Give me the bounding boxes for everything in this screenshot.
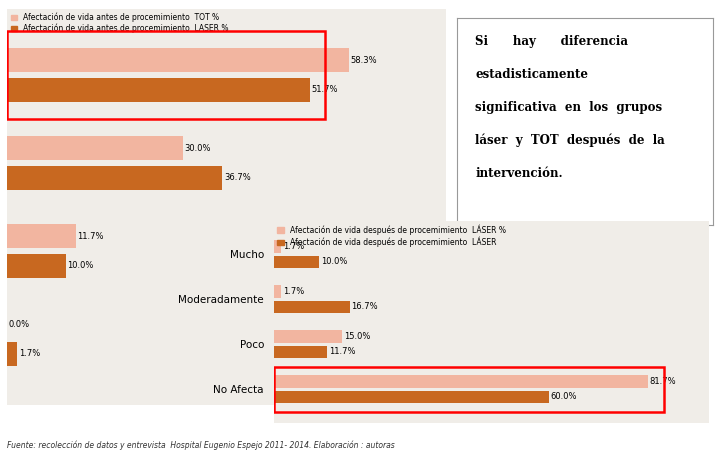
- Bar: [7, 31, 325, 119]
- Bar: [7, 48, 348, 72]
- Bar: [7, 136, 183, 160]
- Bar: [274, 391, 549, 403]
- Legend: Afectación de vida después de procemimiento  LÁSER %, Afectación de vida después: Afectación de vida después de procemimie…: [277, 224, 505, 247]
- Text: 30.0%: 30.0%: [184, 144, 211, 153]
- Legend: Afectación de vida antes de procemimiento  TOT %, Afectación de vida antes de pr: Afectación de vida antes de procemimient…: [11, 13, 229, 33]
- Text: Fuente: recolección de datos y entrevista  Hospital Eugenio Espejo 2011- 2014. E: Fuente: recolección de datos y entrevist…: [7, 440, 395, 450]
- Bar: [274, 367, 665, 412]
- Bar: [7, 342, 17, 366]
- Bar: [274, 330, 343, 343]
- Text: 11.7%: 11.7%: [78, 232, 104, 241]
- Bar: [274, 375, 648, 388]
- Text: 81.7%: 81.7%: [649, 377, 676, 386]
- Text: 15.0%: 15.0%: [343, 332, 370, 341]
- Text: 16.7%: 16.7%: [351, 302, 378, 311]
- Text: 60.0%: 60.0%: [550, 392, 577, 401]
- Bar: [7, 224, 76, 248]
- Bar: [7, 78, 310, 102]
- Text: Si      hay      diferencia: Si hay diferencia: [475, 35, 628, 48]
- Bar: [274, 301, 350, 313]
- Bar: [274, 256, 320, 268]
- Bar: [274, 285, 282, 298]
- Text: 11.7%: 11.7%: [328, 347, 355, 356]
- Bar: [274, 240, 282, 253]
- Bar: [274, 346, 328, 358]
- Text: 51.7%: 51.7%: [312, 86, 338, 94]
- Text: 36.7%: 36.7%: [224, 173, 251, 182]
- Text: 0.0%: 0.0%: [9, 320, 30, 328]
- Text: 10.0%: 10.0%: [321, 257, 347, 266]
- Text: 1.7%: 1.7%: [283, 242, 304, 251]
- Text: estadisticamente: estadisticamente: [475, 68, 588, 81]
- Bar: [7, 166, 222, 190]
- Text: 1.7%: 1.7%: [19, 350, 40, 359]
- Bar: [7, 254, 66, 278]
- Text: 10.0%: 10.0%: [68, 261, 94, 270]
- Text: láser  y  TOT  después  de  la: láser y TOT después de la: [475, 134, 665, 148]
- Text: 1.7%: 1.7%: [283, 287, 304, 296]
- Text: intervención.: intervención.: [475, 167, 563, 180]
- Text: 58.3%: 58.3%: [351, 55, 377, 64]
- Text: significativa  en  los  grupos: significativa en los grupos: [475, 101, 662, 114]
